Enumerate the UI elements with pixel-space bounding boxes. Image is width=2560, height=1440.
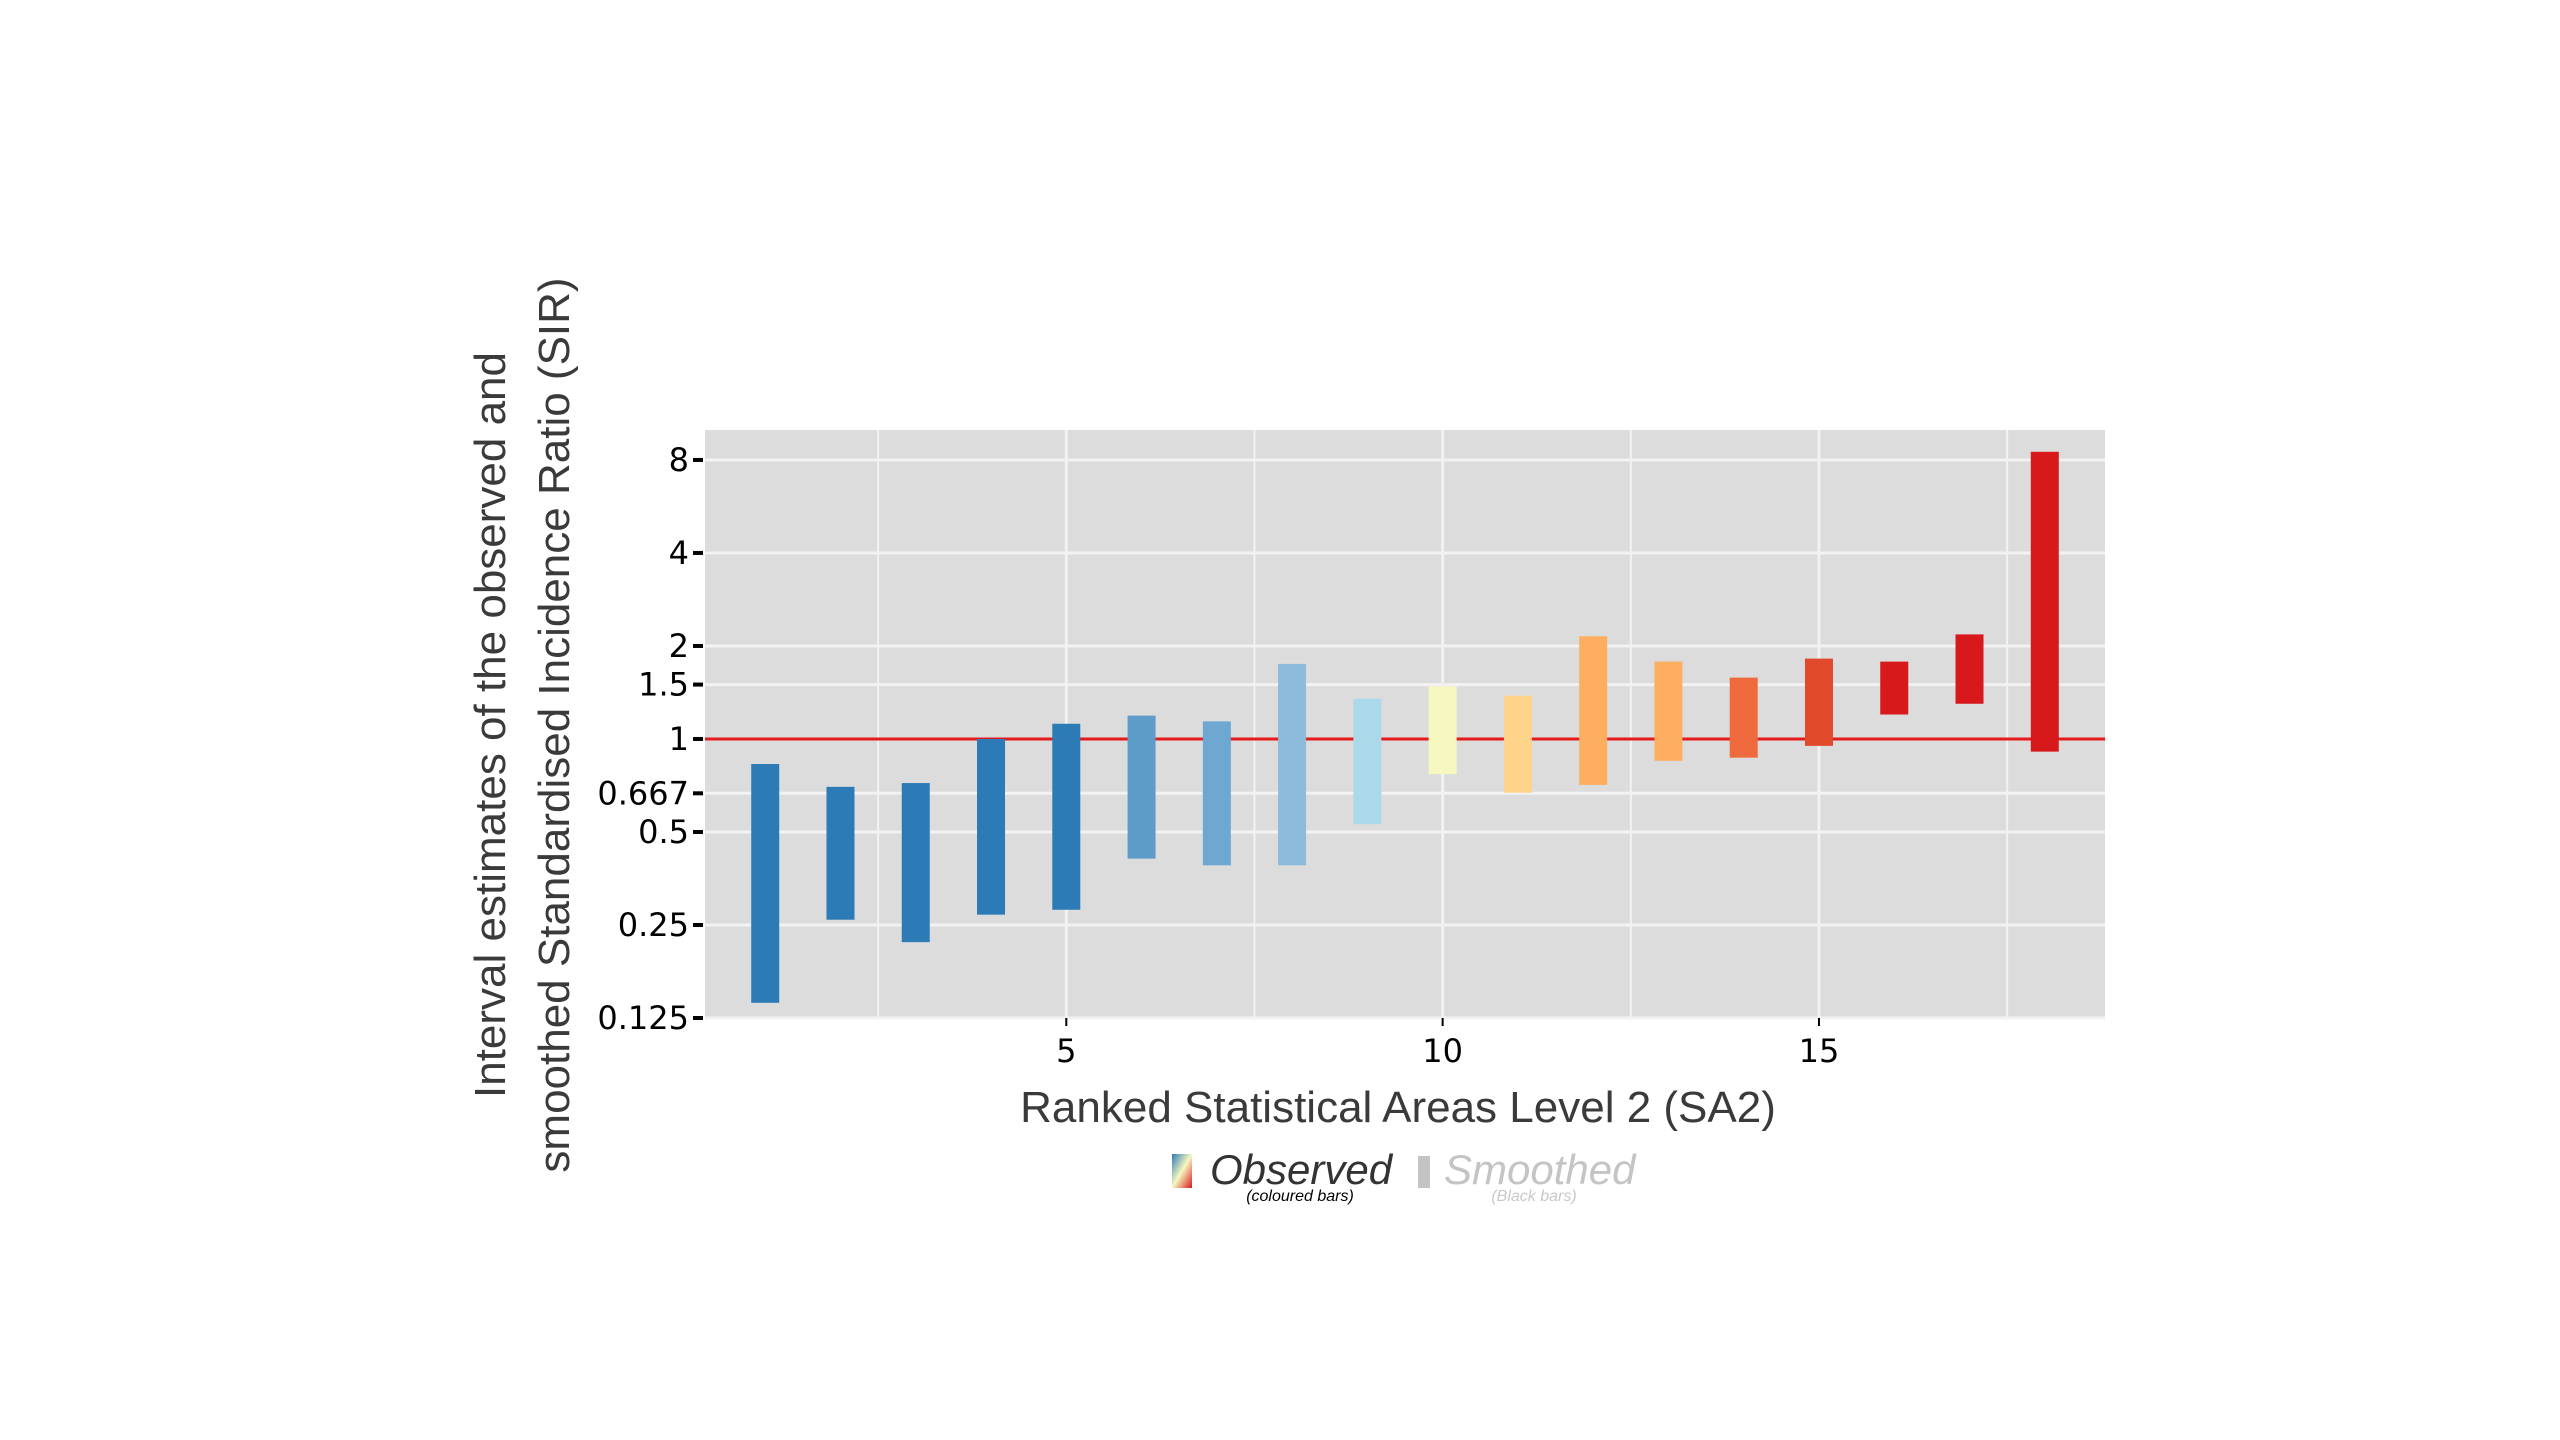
y-tick-label: 8 (669, 441, 689, 479)
interval-bar (1729, 677, 1758, 758)
interval-bar (1880, 661, 1909, 715)
interval-bar (1428, 686, 1457, 775)
legend: Observed (coloured bars) Smoothed (Black… (1172, 1146, 1637, 1205)
interval-bar (901, 783, 930, 943)
y-axis: 0.125 0.25 0.50.667 1 1.52 4 8 (597, 441, 703, 1037)
interval-bar (1202, 721, 1231, 866)
interval-bar (1955, 634, 1984, 704)
interval-bar (1278, 663, 1307, 866)
y-tick-label: 1 (669, 720, 689, 758)
interval-bars (751, 451, 2059, 1003)
interval-bar (1353, 698, 1382, 825)
interval-bar (1579, 636, 1608, 785)
x-tick-label: 10 (1422, 1032, 1463, 1070)
interval-bar (826, 786, 855, 920)
y-tick-label: 1.5 (638, 666, 689, 704)
plot-panel (705, 430, 2105, 1018)
legend-observed-sub: (coloured bars) (1246, 1188, 1354, 1205)
x-axis: 5 10 15 (1056, 1018, 1839, 1070)
y-axis-title-line-1: Interval estimates of the observed and (466, 352, 515, 1098)
x-tick-label: 5 (1056, 1032, 1076, 1070)
y-tick-label: 2 (669, 627, 689, 665)
legend-smoothed-sub: (Black bars) (1491, 1188, 1576, 1205)
y-tick-label: 0.25 (618, 906, 689, 944)
interval-bar (977, 738, 1006, 915)
grid-minor (877, 430, 2009, 1018)
x-axis-title: Ranked Statistical Areas Level 2 (SA2) (1020, 1083, 1776, 1132)
legend-observed-label: Observed (1210, 1146, 1394, 1193)
legend-smoothed-swatch (1418, 1156, 1430, 1188)
interval-bar (2030, 451, 2059, 752)
y-tick-label: 0.667 (597, 774, 689, 812)
y-tick-label: 0.125 (597, 999, 689, 1037)
y-axis-title: Interval estimates of the observed and s… (466, 277, 579, 1172)
interval-bar (1503, 695, 1532, 793)
interval-bar (1127, 715, 1156, 859)
interval-bar (1052, 723, 1081, 910)
y-tick-label: 0.5 (638, 813, 689, 851)
interval-bar (1654, 661, 1683, 761)
legend-observed-swatch (1172, 1154, 1192, 1188)
legend-smoothed-label: Smoothed (1444, 1146, 1637, 1193)
interval-bar (1804, 658, 1833, 746)
y-axis-title-line-2: smoothed Standardised Incidence Ratio (S… (530, 277, 579, 1172)
grid-major (705, 430, 2105, 1020)
interval-bar (751, 763, 780, 1003)
y-tick-label: 4 (669, 534, 689, 572)
x-tick-label: 15 (1799, 1032, 1840, 1070)
